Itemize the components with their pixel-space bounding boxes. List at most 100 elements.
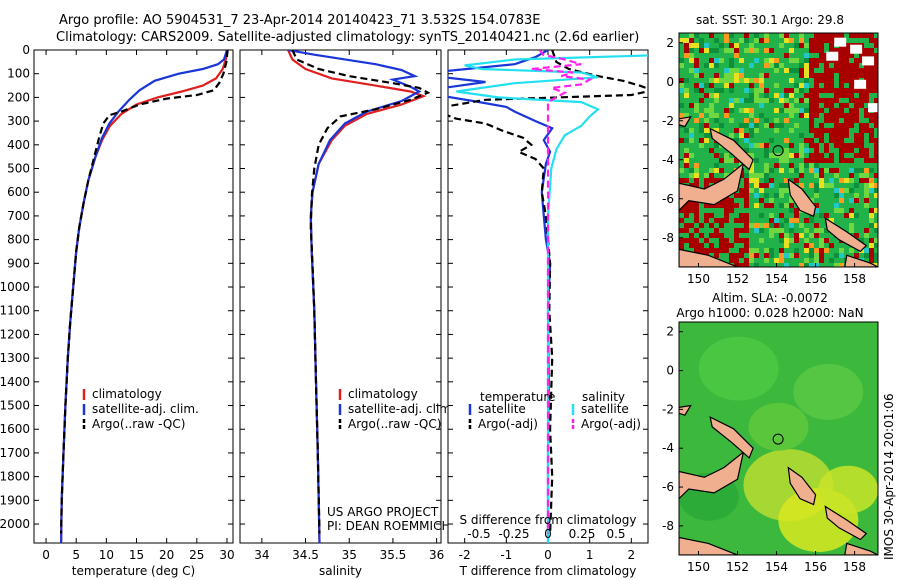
x-axis-label: temperature (deg C) (72, 564, 195, 578)
s-tick-label: -0.25 (498, 527, 529, 541)
y-tick-label: -8 (662, 519, 674, 533)
x-tick-label: 5 (72, 548, 80, 562)
project-note: US ARGO PROJECT (327, 505, 439, 519)
y-tick-label: 1400 (0, 375, 30, 389)
imos-timestamp: IMOS 30-Apr-2014 20:01:06 (882, 393, 896, 560)
y-tick-label: -6 (662, 480, 674, 494)
x-tick-label: 158 (843, 272, 866, 286)
y-tick-label: 1700 (0, 446, 30, 460)
series-argo-raw-qc- (291, 50, 431, 534)
x-axis-label: salinity (319, 564, 362, 578)
x-tick-label: 35 (342, 548, 357, 562)
argo-position-marker (772, 145, 784, 157)
land-mass (824, 505, 868, 541)
legend-label: satellite-adj. clim. (92, 402, 199, 416)
panel-frame (33, 49, 234, 544)
s-tick-label: -0.5 (467, 527, 490, 541)
legend-label: satellite-adj. clim. (348, 402, 455, 416)
x-tick-label: 36 (429, 548, 444, 562)
legend-label: Argo(-adj) (581, 417, 641, 431)
land-mass (824, 217, 868, 253)
figure-title-line2: Climatology: CARS2009. Satellite-adjuste… (56, 30, 640, 45)
panel-difference: -2 -1 0 1 2 T difference from climatology -0.5… (447, 49, 649, 578)
sst-map-title: sat. SST: 30.1 Argo: 29.8 (696, 13, 844, 27)
x-axis-label-S: S difference from climatology (460, 513, 637, 527)
land-mass (679, 248, 738, 267)
y-tick-label: 700 (7, 209, 30, 223)
argo-position-marker (772, 433, 784, 445)
x-tick-label: -2 (459, 548, 471, 562)
sla-map-title-line2: Argo h1000: 0.028 h2000: NaN (676, 306, 863, 320)
x-tick-label: 156 (804, 560, 827, 574)
x-tick-label: 152 (726, 272, 749, 286)
x-tick-label: 20 (159, 548, 174, 562)
x-tick-label: 15 (129, 548, 144, 562)
series-satellite-adj-clim- (60, 50, 229, 543)
y-tick-label: 600 (7, 185, 30, 199)
series-argo-adj- (531, 50, 594, 534)
y-tick-label: 1900 (0, 493, 30, 507)
legend-label: climatology (92, 387, 162, 401)
y-tick-label: 800 (7, 233, 30, 247)
x-tick-label: 154 (765, 272, 788, 286)
legend-label: Argo(..raw -QC) (92, 417, 185, 431)
sla-map-title-line1: Altim. SLA: -0.0072 (712, 291, 828, 305)
panel-salinity: 34 34.5 35 35.5 36 salinity climatologysatelli… (239, 49, 455, 578)
x-tick-label: 158 (843, 560, 866, 574)
map-frame (678, 321, 879, 556)
y-tick-label: -2 (662, 402, 674, 416)
x-tick-label: 25 (189, 548, 204, 562)
y-tick-label: -4 (662, 441, 674, 455)
legend-header-salinity: salinity (582, 390, 625, 404)
map-sla_map: 150 152 154 156 158 2 0 -2 -4 -6 -8 Altim. SLA: -0.… (662, 291, 879, 574)
x-tick-label: 0 (42, 548, 50, 562)
x-tick-label: 35.5 (380, 548, 407, 562)
legend-label: climatology (348, 387, 418, 401)
land-mass (679, 404, 692, 416)
map-field (679, 322, 878, 555)
series-argo-adj- (448, 50, 648, 534)
x-tick-label: 150 (687, 272, 710, 286)
x-tick-label: 30 (219, 548, 234, 562)
land-mass (844, 254, 878, 267)
x-tick-label: 152 (726, 560, 749, 574)
y-tick-label: 0 (22, 43, 30, 57)
y-tick-label: -4 (662, 153, 674, 167)
land-mass (844, 542, 878, 555)
y-tick-label: 2 (666, 325, 674, 339)
y-tick-label: 1200 (0, 327, 30, 341)
y-tick-label: 400 (7, 138, 30, 152)
pi-note: PI: DEAN ROEMMICH (327, 519, 450, 533)
s-tick-label: 0 (544, 527, 552, 541)
y-tick-label: 100 (7, 67, 30, 81)
x-tick-label: 154 (765, 560, 788, 574)
legend-label: Argo(..raw -QC) (348, 417, 441, 431)
y-tick-label: -2 (662, 114, 674, 128)
land-mass (679, 115, 692, 128)
y-tick-label: 300 (7, 114, 30, 128)
x-tick-label: 156 (804, 272, 827, 286)
x-tick-label: 34 (254, 548, 269, 562)
y-tick-label: 900 (7, 256, 30, 270)
x-tick-label: 0 (544, 548, 552, 562)
y-tick-label: 1100 (0, 304, 30, 318)
y-tick-label: 500 (7, 162, 30, 176)
panel-temperature: 0 5 10 15 20 25 300100200300400500600700800900… (0, 43, 235, 578)
land-mass (787, 466, 817, 506)
x-tick-label: 2 (628, 548, 636, 562)
x-tick-label: 10 (99, 548, 114, 562)
x-tick-label: 34.5 (292, 548, 319, 562)
land-mass (709, 416, 754, 459)
series-argo-raw-qc- (60, 50, 229, 534)
land-mass (679, 162, 745, 212)
y-tick-label: 0 (666, 364, 674, 378)
figure-title-line1: Argo profile: AO 5904531_7 23-Apr-2014 2… (59, 13, 541, 28)
y-tick-label: 1500 (0, 399, 30, 413)
x-tick-label: 1 (586, 548, 594, 562)
map-field (679, 33, 878, 267)
y-tick-label: -8 (662, 231, 674, 245)
x-tick-label: -1 (500, 548, 512, 562)
y-tick-label: 2000 (0, 517, 30, 531)
legend-label: Argo(-adj) (478, 417, 538, 431)
